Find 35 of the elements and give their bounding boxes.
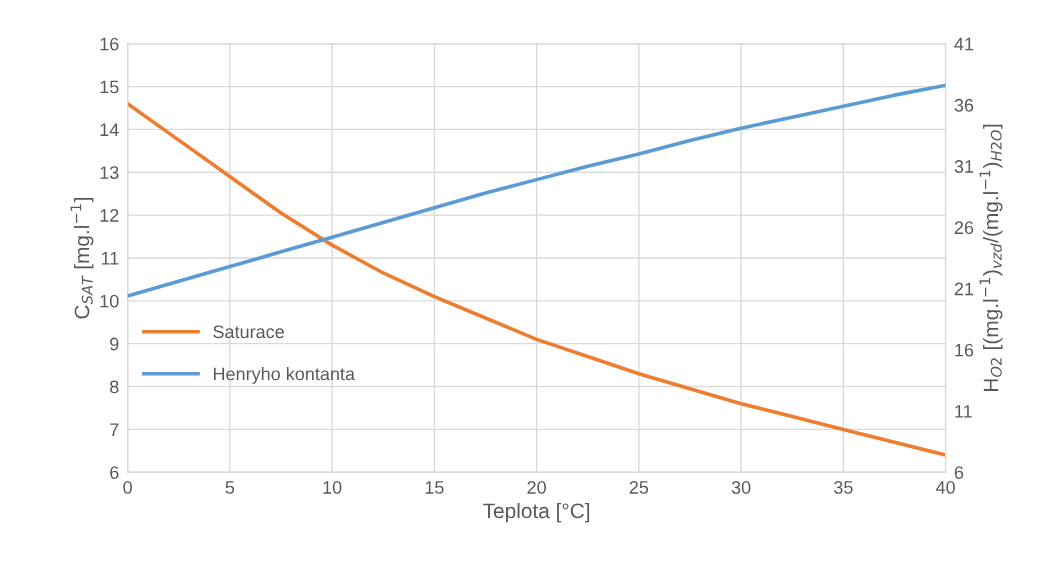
y-tick-label: 16: [100, 37, 119, 51]
x-tick-label: 35: [833, 481, 853, 494]
y-axis-title: C$_{SAT}$ [mg.l$^{−1}$]: [70, 198, 94, 319]
line-series: [127, 83, 946, 298]
y2-tick-label: 41: [954, 37, 974, 51]
y-tick-label: 10: [100, 294, 119, 308]
y-tick-label: 6: [110, 466, 119, 479]
y-tick-label: 11: [101, 252, 119, 265]
x-tick-label: 20: [527, 481, 546, 494]
y2-tick-label: 26: [954, 221, 974, 235]
x-tick-label: 10: [323, 481, 342, 494]
y-tick-label: 7: [110, 423, 119, 436]
y2-tick-label: 11: [955, 405, 972, 418]
y2-tick-label: 6: [954, 466, 964, 479]
x-axis-title: Teplota [°C]: [483, 502, 590, 523]
y2-tick-label: 36: [954, 98, 974, 112]
line-series: [127, 101, 946, 457]
y-tick-label: 9: [110, 337, 119, 351]
x-tick-label: 25: [629, 481, 649, 494]
legend-label: Henryho kontanta: [213, 367, 355, 384]
y-tick-label: 15: [100, 80, 119, 94]
y-tick-label: 8: [110, 380, 119, 394]
x-tick-label: 0: [123, 481, 132, 494]
y2-tick-label: 21: [954, 282, 974, 296]
legend-label: Saturace: [213, 325, 284, 339]
x-tick-label: 15: [425, 481, 444, 494]
y2-tick-label: 16: [955, 343, 974, 357]
y-tick-label: 12: [100, 209, 119, 222]
y2-tick-label: 31: [954, 160, 974, 173]
y-tick-label: 13: [100, 166, 119, 179]
text: H$_{O2}$ [(mg.l$^{−1}$)$_{vzd}$/(mg.l$^{−1}$)$_{H2O}$]: [979, 124, 1003, 392]
x-tick-label: 40: [935, 481, 955, 494]
y-tick-label: 14: [100, 123, 119, 136]
x-tick-label: 5: [225, 481, 235, 494]
x-tick-label: 30: [731, 481, 751, 494]
